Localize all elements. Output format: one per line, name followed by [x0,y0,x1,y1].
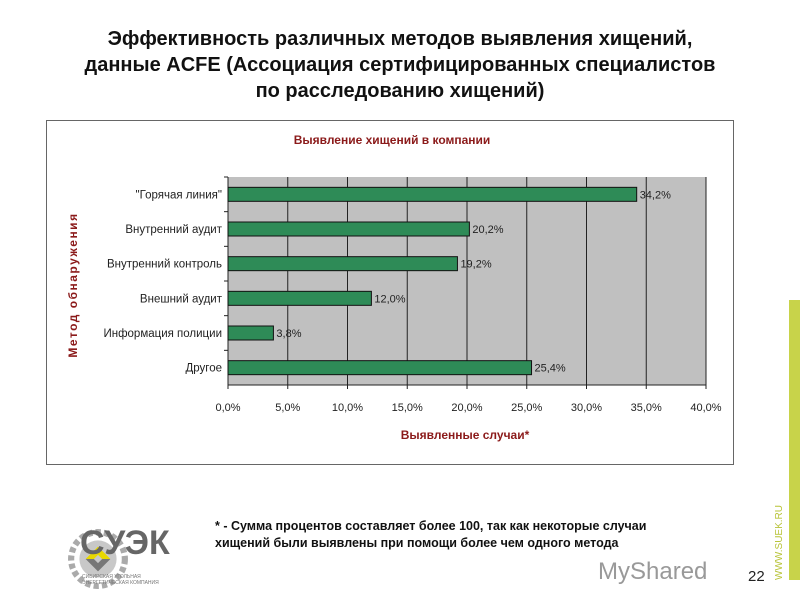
title-line-3: по расследованию хищений) [255,80,545,102]
data-label: 3,8% [276,328,301,340]
footnote-line-2: хищений были выявлены при помощи более ч… [215,536,619,550]
bar [227,325,274,341]
y-tick-label: Информация полиции [103,328,222,340]
x-tick-label: 35,0% [631,402,662,414]
x-tick-label: 20,0% [451,402,482,414]
x-tick-label: 25,0% [511,402,542,414]
data-label: 20,2% [472,224,503,236]
page-number: 22 [748,568,765,585]
data-label: 25,4% [535,363,566,375]
logo-subtitle: СИБИРСКАЯ УГОЛЬНАЯ ЭНЕРГЕТИЧЕСКАЯ КОМПАН… [82,574,159,586]
bar [227,256,458,272]
suek-gear-logo-icon [68,529,128,589]
data-label: 34,2% [640,189,671,201]
bar [227,360,533,376]
y-tick-label: "Горячая линия" [136,189,222,201]
watermark: MyShared [598,558,708,585]
footnote-line-1: * - Сумма процентов составляет более 100… [215,519,647,533]
y-tick-label: Внутренний аудит [125,224,222,236]
y-tick-label: Внутренний контроль [107,259,222,271]
title-line-1: Эффективность различных методов выявлени… [107,28,693,50]
site-url: WWW.SUEK.RU [774,505,785,580]
y-tick-label: Внешний аудит [140,293,223,305]
bar [227,221,470,237]
bar [227,290,372,306]
x-tick-label: 10,0% [332,402,363,414]
side-stripe [789,300,800,580]
y-axis-title: Метод обнаружения [66,212,80,357]
bar [227,186,638,202]
x-tick-label: 0,0% [215,402,240,414]
title-line-2: данные ACFE (Ассоциация сертифицированны… [84,54,716,76]
x-tick-label: 15,0% [392,402,423,414]
chart-frame [46,120,734,465]
x-tick-label: 40,0% [690,402,721,414]
x-tick-label: 5,0% [275,402,300,414]
x-axis-title: Выявленные случаи* [401,428,530,442]
data-label: 12,0% [374,293,405,305]
x-tick-label: 30,0% [571,402,602,414]
footnote: * - Сумма процентов составляет более 100… [215,518,665,552]
chart-title: Выявление хищений в компании [294,133,491,147]
logo-name: СУЭК [80,524,170,562]
slide-title: Эффективность различных методов выявлени… [0,26,800,104]
data-label: 19,2% [460,259,491,271]
y-tick-label: Другое [185,363,222,375]
